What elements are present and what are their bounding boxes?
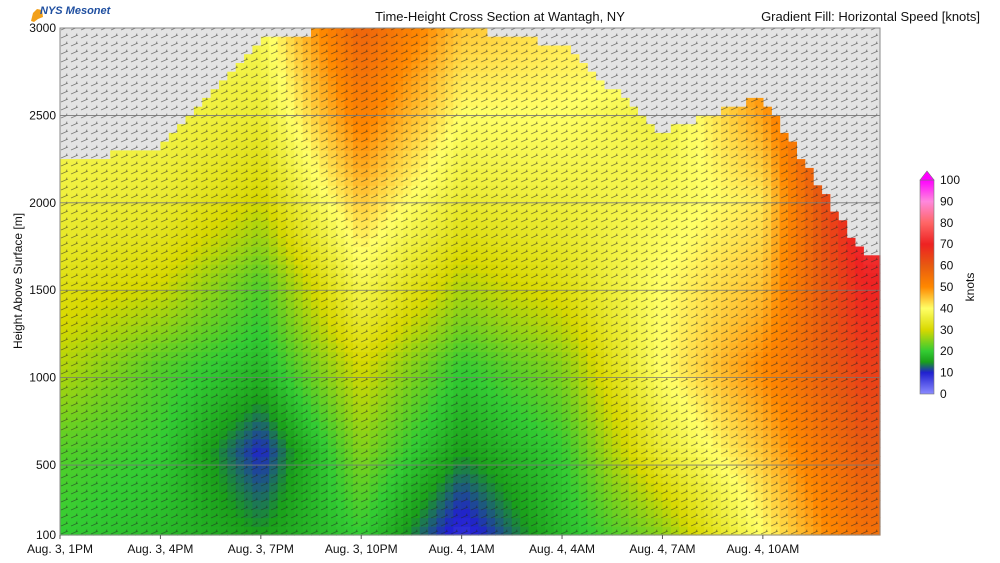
colorbar-tick-label: 60	[940, 259, 954, 273]
x-tick-label: Aug. 4, 4AM	[529, 542, 595, 556]
logo-text: NYS Mesonet	[40, 5, 111, 17]
x-tick-label: Aug. 3, 10PM	[325, 542, 398, 556]
colorbar-tick-label: 0	[940, 387, 947, 401]
colorbar-extend-arrow	[919, 170, 935, 181]
y-tick-label: 2500	[29, 108, 56, 122]
chart-title: Time-Height Cross Section at Wantagh, NY	[375, 9, 625, 24]
y-tick-label: 1000	[29, 371, 56, 385]
chart-subtitle: Gradient Fill: Horizontal Speed [knots]	[761, 9, 980, 24]
x-tick-label: Aug. 4, 10AM	[726, 542, 799, 556]
colorbar-tick-label: 20	[940, 344, 954, 358]
y-axis-label: Height Above Surface [m]	[11, 213, 25, 349]
colorbar-tick-label: 80	[940, 216, 954, 230]
y-axis: 100 500 1000 1500 2000 2500 3000	[29, 21, 56, 542]
x-tick-label: Aug. 3, 4PM	[127, 542, 193, 556]
y-tick-label: 3000	[29, 21, 56, 35]
y-tick-label: 100	[36, 528, 56, 542]
colorbar-bar	[919, 179, 935, 395]
colorbar-tick-label: 40	[940, 301, 954, 315]
colorbar-tick-label: 10	[940, 366, 954, 380]
gridlines	[60, 115, 880, 466]
x-tick-label: Aug. 3, 7PM	[228, 542, 294, 556]
x-axis: Aug. 3, 1PM Aug. 3, 4PM Aug. 3, 7PM Aug. 3,…	[27, 535, 799, 556]
nys-mesonet-logo	[30, 5, 116, 27]
x-tick-label: Aug. 3, 1PM	[27, 542, 93, 556]
x-tick-label: Aug. 4, 1AM	[429, 542, 495, 556]
wind-barbs-overlay	[60, 28, 880, 535]
colorbar-tick-label: 70	[940, 237, 954, 251]
colorbar-tick-label: 90	[940, 194, 954, 208]
x-tick-label: Aug. 4, 7AM	[629, 542, 695, 556]
y-tick-label: 2000	[29, 196, 56, 210]
y-tick-label: 1500	[29, 283, 56, 297]
plot-frame	[59, 27, 881, 536]
y-tick-label: 500	[36, 458, 56, 472]
colorbar-tick-label: 30	[940, 323, 954, 337]
ny-state-icon	[31, 9, 43, 22]
colorbar-tick-label: 50	[940, 280, 954, 294]
